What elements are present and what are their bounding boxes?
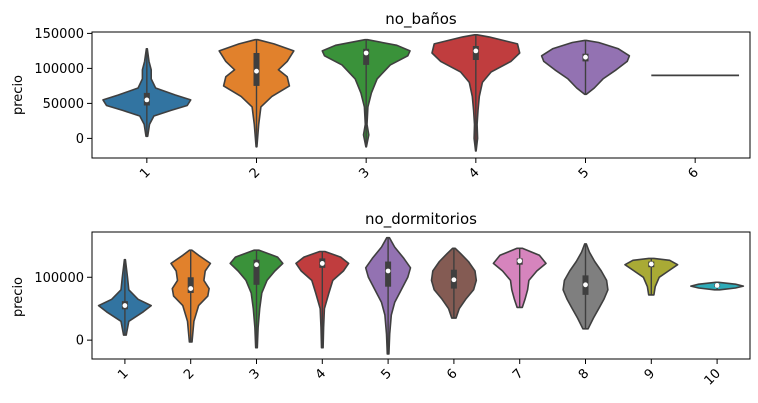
x-tick-label: 3 (247, 366, 263, 382)
violin-8 (562, 243, 609, 330)
x-tick-label: 5 (576, 165, 592, 181)
violin-iqr-box (385, 261, 392, 287)
violin-median-point (583, 282, 588, 288)
y-axis-label: precio (11, 75, 26, 115)
violin-median-point (473, 48, 479, 54)
violin-median-point (122, 303, 128, 308)
violin-3 (229, 249, 284, 349)
x-tick-label: 6 (686, 165, 702, 181)
x-tick-label: 6 (444, 366, 460, 382)
violin-9 (624, 257, 679, 296)
y-tick-label: 150000 (34, 27, 84, 42)
violin-median-point (363, 50, 369, 56)
x-tick-label: 7 (510, 366, 526, 382)
plot-frame (91, 231, 751, 360)
x-tick-label: 3 (357, 165, 373, 181)
y-tick-label: 0 (76, 132, 84, 147)
violin-median-point (451, 277, 457, 283)
violin-1 (102, 48, 192, 138)
y-tick-label: 50000 (43, 97, 84, 112)
violin-iqr-box (363, 48, 370, 65)
violin-median-point (648, 261, 654, 267)
chart-title: no_baños (385, 10, 457, 29)
x-tick-label: 2 (247, 165, 263, 181)
violin-median-point (714, 283, 720, 288)
y-tick-label: 100000 (34, 271, 84, 286)
violin-median-point (517, 258, 523, 264)
violin-iqr-box (187, 277, 194, 293)
y-tick-label: 0 (76, 334, 84, 349)
violin-iqr-box (253, 259, 260, 285)
violin-median-point (583, 54, 588, 60)
violin-median-point (254, 262, 259, 268)
violin-4 (295, 250, 350, 349)
x-tick-label: 10 (702, 366, 724, 388)
violin-median-point (188, 286, 194, 291)
x-tick-label: 9 (642, 366, 658, 382)
x-tick-label: 1 (137, 165, 153, 181)
violin-5 (540, 39, 631, 96)
violin-3 (321, 38, 411, 148)
chart-title: no_dormitorios (365, 210, 477, 229)
x-tick-label: 8 (576, 366, 592, 382)
violin-2 (170, 249, 212, 343)
violin-2 (218, 38, 295, 148)
x-tick-label: 4 (466, 165, 482, 181)
violin-7 (492, 247, 547, 309)
violin-median-point (385, 268, 391, 274)
violin-median-point (254, 68, 259, 74)
y-tick-label: 100000 (34, 62, 84, 77)
violin-6 (430, 247, 478, 319)
violin-10 (690, 281, 745, 291)
x-tick-label: 1 (115, 366, 131, 382)
violin-median-point (319, 261, 325, 266)
y-axis-label: precio (11, 277, 26, 317)
x-tick-label: 2 (181, 366, 197, 382)
violin-1 (97, 258, 152, 336)
violin-median-point (144, 97, 150, 103)
x-tick-label: 4 (313, 366, 329, 382)
violin-5 (364, 236, 412, 355)
violin-4 (431, 34, 521, 152)
x-tick-label: 5 (378, 366, 394, 382)
plot-frame (91, 31, 751, 159)
